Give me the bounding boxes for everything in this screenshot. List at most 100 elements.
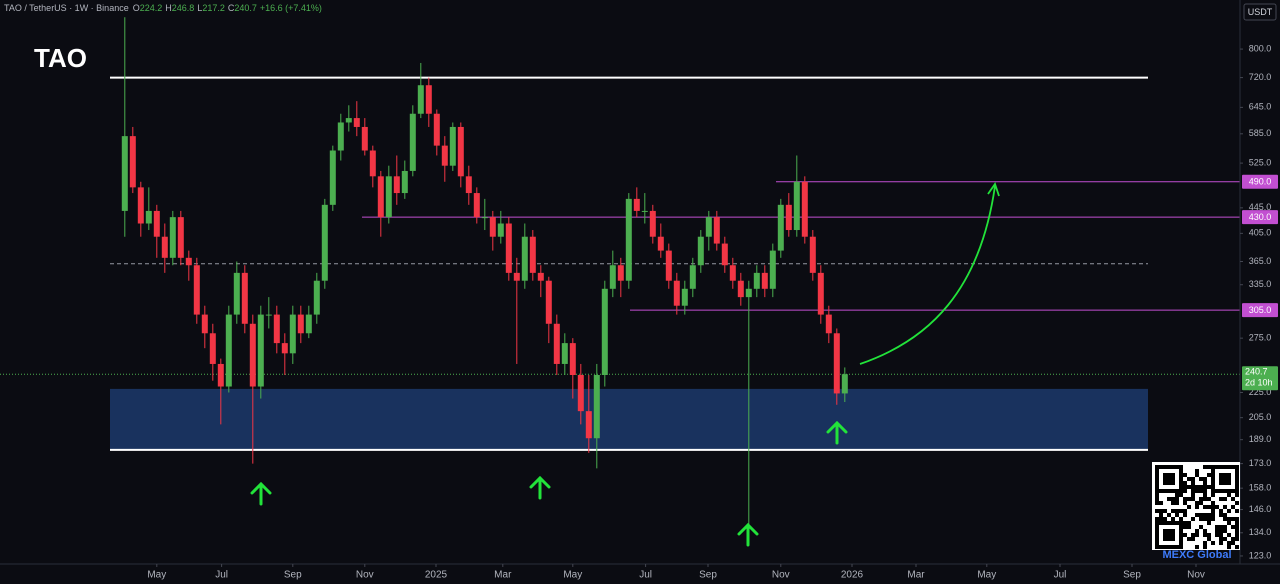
watermark: MEXC Global [1162, 549, 1231, 561]
qr-cell [1163, 521, 1167, 525]
qr-cell [1227, 481, 1231, 485]
qr-cell [1199, 489, 1203, 493]
qr-cell [1203, 485, 1207, 489]
qr-cell [1203, 505, 1207, 509]
candle-body [513, 272, 520, 281]
qr-cell [1235, 545, 1239, 549]
x-tick-label: Mar [494, 570, 512, 581]
qr-cell [1235, 489, 1239, 493]
qr-cell [1163, 465, 1167, 469]
qr-cell [1183, 533, 1187, 537]
qr-cell [1187, 521, 1191, 525]
qr-cell [1227, 533, 1231, 537]
y-tick-label: 335.0 [1249, 279, 1272, 289]
qr-cell [1235, 509, 1239, 513]
qr-cell [1227, 545, 1231, 549]
qr-cell [1223, 513, 1227, 517]
candle-body [641, 210, 648, 212]
qr-cell [1163, 509, 1167, 513]
qr-cell [1219, 541, 1223, 545]
qr-cell [1179, 489, 1183, 493]
qr-cell [1235, 533, 1239, 537]
candle-body [241, 272, 248, 324]
candle-body [161, 236, 168, 258]
currency: USDT [1248, 7, 1273, 17]
candle-body [553, 323, 560, 364]
qr-cell [1235, 521, 1239, 525]
candle-body [425, 85, 432, 114]
qr-cell [1235, 525, 1239, 529]
qr-cell [1171, 477, 1175, 481]
candle-body [345, 118, 352, 123]
y-tick-label: 275.0 [1249, 333, 1272, 343]
candle-body [705, 217, 712, 237]
y-tick-label: 173.0 [1249, 458, 1272, 468]
qr-cell [1227, 465, 1231, 469]
qr-cell [1199, 497, 1203, 501]
qr-cell [1167, 533, 1171, 537]
candle-body [465, 176, 472, 194]
qr-cell [1195, 533, 1199, 537]
qr-cell [1155, 541, 1159, 545]
qr-cell [1171, 537, 1175, 541]
x-tick-label: 2025 [425, 570, 448, 581]
qr-cell [1207, 505, 1211, 509]
qr-cell [1191, 485, 1195, 489]
qr-cell [1199, 501, 1203, 505]
qr-cell [1167, 477, 1171, 481]
y-tick-label: 365.0 [1249, 256, 1272, 266]
y-tick-label: 720.0 [1249, 72, 1272, 82]
x-tick-label: 2026 [841, 570, 864, 581]
qr-cell [1163, 481, 1167, 485]
qr-cell [1167, 521, 1171, 525]
qr-cell [1183, 525, 1187, 529]
qr-cell [1235, 529, 1239, 533]
qr-cell [1219, 489, 1223, 493]
qr-code [1152, 462, 1240, 550]
qr-cell [1179, 493, 1183, 497]
qr-cell [1207, 513, 1211, 517]
qr-cell [1235, 473, 1239, 477]
qr-cell [1163, 473, 1167, 477]
candle-body [129, 136, 136, 188]
candle-body [433, 113, 440, 146]
qr-cell [1211, 469, 1215, 473]
candle-body [265, 314, 272, 316]
candle-body [233, 272, 240, 315]
qr-cell [1155, 545, 1159, 549]
qr-cell [1223, 473, 1227, 477]
candle-body [361, 126, 368, 151]
candle-body [217, 363, 224, 387]
candle-body [409, 113, 416, 171]
ohlc-value: 224.2 [140, 3, 163, 13]
qr-cell [1199, 525, 1203, 529]
qr-cell [1199, 477, 1203, 481]
qr-cell [1155, 521, 1159, 525]
qr-cell [1223, 497, 1227, 501]
candle-body [305, 314, 312, 334]
qr-cell [1211, 465, 1215, 469]
qr-cell [1183, 521, 1187, 525]
candle-body [529, 236, 536, 273]
qr-cell [1199, 517, 1203, 521]
candle-body [777, 204, 784, 251]
qr-cell [1183, 513, 1187, 517]
qr-cell [1203, 477, 1207, 481]
candle-body [761, 272, 768, 289]
qr-cell [1187, 505, 1191, 509]
qr-cell [1215, 533, 1219, 537]
ohlc-key: C [228, 3, 235, 13]
candle-body [321, 204, 328, 281]
candle-body [457, 126, 464, 177]
candle-body [753, 272, 760, 289]
qr-cell [1155, 517, 1159, 521]
level-label-box [1242, 210, 1278, 225]
qr-cell [1179, 521, 1183, 525]
qr-cell [1155, 537, 1159, 541]
qr-cell [1219, 497, 1223, 501]
qr-cell [1227, 541, 1231, 545]
qr-cell [1235, 481, 1239, 485]
qr-cell [1219, 513, 1223, 517]
candle-body [545, 280, 552, 324]
